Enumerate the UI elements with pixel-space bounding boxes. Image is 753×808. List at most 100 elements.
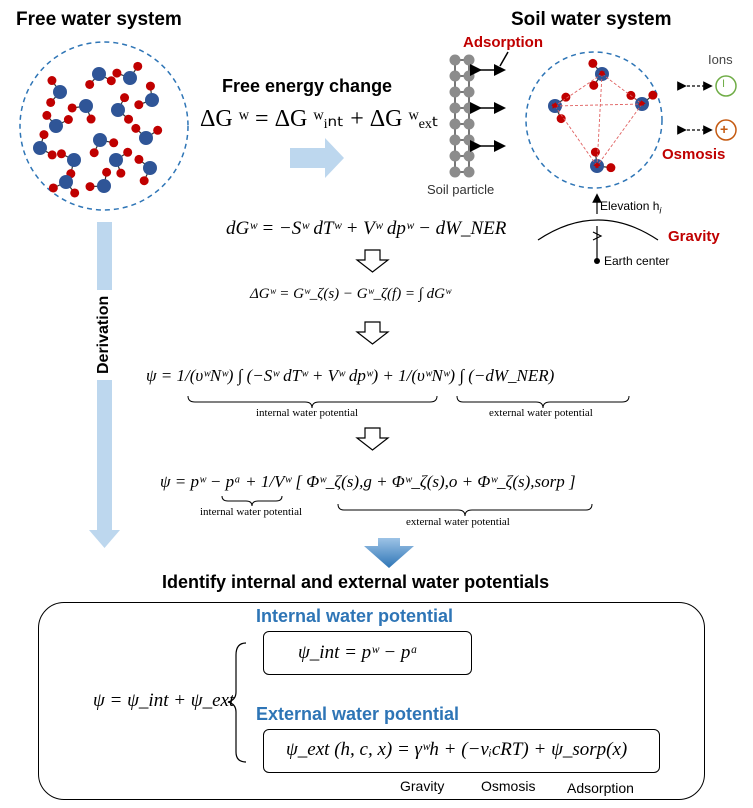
hydrogen-atom (47, 76, 57, 86)
elevation-label: Elevation hi (600, 199, 662, 216)
hydrogen-atom (46, 97, 56, 107)
hydrogen-atom (123, 147, 133, 157)
caption-external-2: external water potential (406, 516, 510, 528)
adsorption-label: Adsorption (463, 34, 543, 51)
hydrogen-atom (102, 167, 112, 177)
hydrogen-atom (589, 80, 599, 90)
hydrogen-atom (39, 130, 49, 140)
under-gravity: Gravity (400, 778, 445, 794)
hydrogen-atom (131, 123, 141, 133)
hydrogen-atom (70, 188, 80, 198)
caption-internal-1: internal water potential (256, 407, 359, 419)
hydrogen-atom (106, 76, 116, 86)
hydrogen-atom (134, 100, 144, 110)
hydrogen-atom (133, 61, 143, 71)
soil-water-circle (525, 51, 663, 189)
oxygen-atom (97, 179, 111, 193)
earth-center-label: Earth center (604, 254, 670, 268)
earth-elevation (537, 193, 659, 260)
caption-internal-2: internal water potential (200, 506, 303, 518)
soil-water-title: Soil water system (511, 9, 672, 30)
underbraces (187, 395, 630, 517)
identify-title: Identify internal and external water pot… (162, 572, 550, 592)
oxygen-atom (139, 131, 153, 145)
identify-arrow (364, 538, 414, 568)
external-title: External water potential (256, 704, 460, 724)
hydrogen-atom (47, 150, 57, 160)
eq-delta-g: ΔG ʷ = ΔG ʷᵢₙₜ + ΔG ʷₑₓₜ (200, 106, 439, 132)
hydrogen-atom (89, 148, 99, 158)
hydrogen-atom (42, 110, 52, 120)
ion-positive-icon (715, 119, 737, 141)
eq-psi-total: ψ = ψ_int + ψ_ext (93, 690, 235, 711)
hydrogen-atom (63, 114, 73, 124)
summary-box (38, 602, 705, 800)
hydrogen-atom (134, 154, 144, 164)
oxygen-atom (92, 67, 106, 81)
free-water-circle (19, 41, 189, 211)
oxygen-atom (93, 133, 107, 147)
hydrogen-atom (153, 125, 163, 135)
hydrogen-atom (109, 138, 119, 148)
hydrogen-atom (606, 163, 616, 173)
ion-negative-label: I (722, 78, 726, 90)
hydrogen-atom (67, 103, 77, 113)
free-water-molecules (33, 61, 163, 198)
oxygen-atom (79, 99, 93, 113)
free-energy-arrow (290, 138, 344, 178)
ions-label: Ions (708, 52, 733, 67)
hydrogen-atom (85, 79, 95, 89)
hydrogen-atom (590, 147, 600, 157)
free-energy-title: Free energy change (222, 76, 393, 96)
hydrogen-atom (112, 68, 122, 78)
soil-particle (449, 54, 475, 178)
hydrogen-atom (86, 114, 96, 124)
oxygen-atom (109, 153, 123, 167)
hydrogen-atom (85, 182, 95, 192)
derivation-label: Derivation (95, 289, 113, 380)
eq-psi-int: ψ_int = pʷ − pᵃ (298, 642, 418, 663)
oxygen-atom (145, 93, 159, 107)
oxygen-atom (143, 161, 157, 175)
hydrogen-atom (648, 90, 658, 100)
internal-eq-box (263, 631, 472, 675)
adsorption-arrows (470, 51, 509, 152)
eq-psi-1: ψ = 1/(υʷNʷ) ∫ (−Sʷ dTʷ + Vʷ dpʷ) + 1/(υ… (146, 366, 555, 385)
ion-positive-label: + (720, 121, 729, 137)
soil-water-molecules (548, 58, 658, 173)
hydrogen-atom (116, 168, 126, 178)
oxygen-atom (49, 119, 63, 133)
hydrogen-atom (588, 58, 598, 68)
hydrogen-atom (120, 93, 130, 103)
gravity-label: Gravity (668, 228, 720, 245)
eq-dg: dGʷ = −Sʷ dTʷ + Vʷ dpʷ − dW_NER (226, 218, 507, 239)
oxygen-atom (53, 85, 67, 99)
hydrogen-atom (139, 176, 149, 186)
hydrogen-atom (56, 149, 66, 159)
step-arrows (355, 249, 390, 451)
free-water-title: Free water system (16, 9, 182, 30)
ion-arrows (677, 81, 713, 135)
oxygen-atom (59, 175, 73, 189)
oxygen-atom (67, 153, 81, 167)
hydrogen-atom (48, 183, 58, 193)
eq-psi-ext: ψ_ext (h, c, x) = γʷh + (−νᵢcRT) + ψ_sor… (286, 739, 628, 760)
derivation-arrow (89, 222, 120, 548)
external-eq-box (263, 729, 660, 773)
eq-integral: ΔGʷ = Gʷ_ζ(s) − Gʷ_ζ(f) = ∫ dGʷ (250, 286, 451, 302)
soil-particle-label: Soil particle (427, 182, 495, 197)
oxygen-atom (123, 71, 137, 85)
hydrogen-atom (145, 81, 155, 91)
eq-psi-2: ψ = pʷ − pᵃ + 1/Vʷ [ Φʷ_ζ(s),g + Φʷ_ζ(s)… (160, 472, 576, 491)
oxygen-atom (111, 103, 125, 117)
left-brace (227, 642, 247, 763)
oxygen-atom (33, 141, 47, 155)
under-osmosis: Osmosis (481, 778, 536, 794)
hydrogen-atom (124, 114, 134, 124)
ion-negative-icon (715, 75, 737, 97)
under-adsorption: Adsorption (567, 780, 634, 796)
caption-external-1: external water potential (489, 407, 593, 419)
earth-center-dot (594, 258, 600, 264)
internal-title: Internal water potential (256, 606, 454, 626)
